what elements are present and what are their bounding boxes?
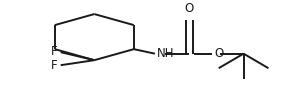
Text: O: O [214, 47, 223, 60]
Text: NH: NH [157, 47, 175, 60]
Text: O: O [185, 2, 194, 15]
Text: F: F [51, 59, 58, 72]
Text: F: F [51, 45, 58, 58]
